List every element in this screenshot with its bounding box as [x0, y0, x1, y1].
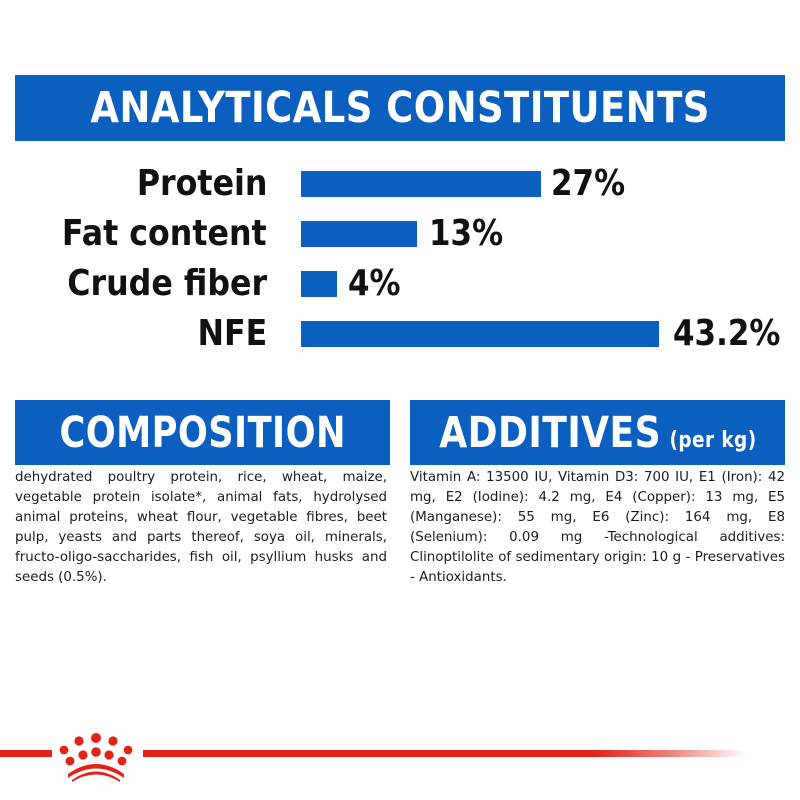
- page-title: ANALYTICALS CONSTITUENTS: [90, 83, 710, 133]
- crown-icon: [59, 733, 133, 782]
- additives-banner: ADDITIVES (per kg): [410, 400, 785, 465]
- additives-subtitle: (per kg): [669, 427, 757, 453]
- chart-row-fat-content: Fat content 13%: [0, 209, 800, 259]
- row-label: NFE: [197, 313, 267, 354]
- chart-row-nfe: NFE 43.2%: [0, 309, 800, 359]
- chart-row-crude-fiber: Crude fiber 4%: [0, 259, 800, 309]
- row-value: 43.2%: [673, 313, 781, 354]
- row-label: Protein: [136, 163, 267, 204]
- row-value: 27%: [551, 163, 626, 204]
- row-label: Fat content: [62, 213, 267, 254]
- chart-row-protein: Protein 27%: [0, 159, 800, 209]
- bar-protein: [301, 171, 541, 197]
- footer-red-line-left: [0, 750, 52, 757]
- row-label: Crude fiber: [67, 263, 267, 304]
- composition-title: COMPOSITION: [59, 407, 346, 458]
- row-value: 4%: [348, 263, 401, 304]
- composition-banner: COMPOSITION: [15, 400, 390, 465]
- analytical-constituents-banner: ANALYTICALS CONSTITUENTS: [15, 75, 785, 141]
- additives-title: ADDITIVES: [438, 407, 661, 458]
- bar-nfe: [301, 321, 659, 347]
- bar-fat-content: [301, 221, 417, 247]
- row-value: 13%: [429, 213, 504, 254]
- footer-red-line-right: [143, 750, 746, 757]
- bar-crude-fiber: [301, 271, 337, 297]
- additives-text: Vitamin A: 13500 IU, Vitamin D3: 700 IU,…: [410, 470, 785, 585]
- composition-text: dehydrated poultry protein, rice, wheat,…: [15, 470, 387, 585]
